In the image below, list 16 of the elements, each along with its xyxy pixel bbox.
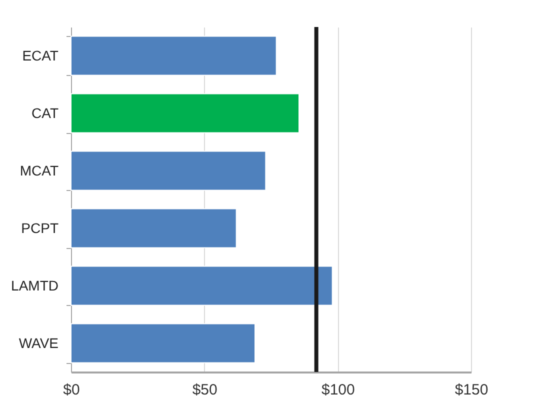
y-tick-label: CAT bbox=[32, 104, 59, 121]
x-tick-label: $50 bbox=[192, 382, 218, 398]
bar bbox=[70, 150, 266, 191]
bar bbox=[70, 266, 333, 306]
bar bbox=[70, 208, 237, 248]
y-tick-label: LAMTD bbox=[11, 277, 58, 294]
y-tick-label: ECAT bbox=[22, 47, 59, 64]
bar bbox=[70, 36, 277, 76]
x-tick-label: $0 bbox=[63, 382, 80, 398]
bar bbox=[70, 93, 300, 134]
x-tick-label: $150 bbox=[454, 382, 488, 398]
y-tick-label: WAVE bbox=[18, 334, 58, 351]
y-tick-label: PCPT bbox=[21, 220, 59, 236]
bar bbox=[70, 323, 256, 364]
y-tick-label: MCAT bbox=[20, 162, 59, 178]
x-tick-label: $100 bbox=[321, 382, 355, 398]
